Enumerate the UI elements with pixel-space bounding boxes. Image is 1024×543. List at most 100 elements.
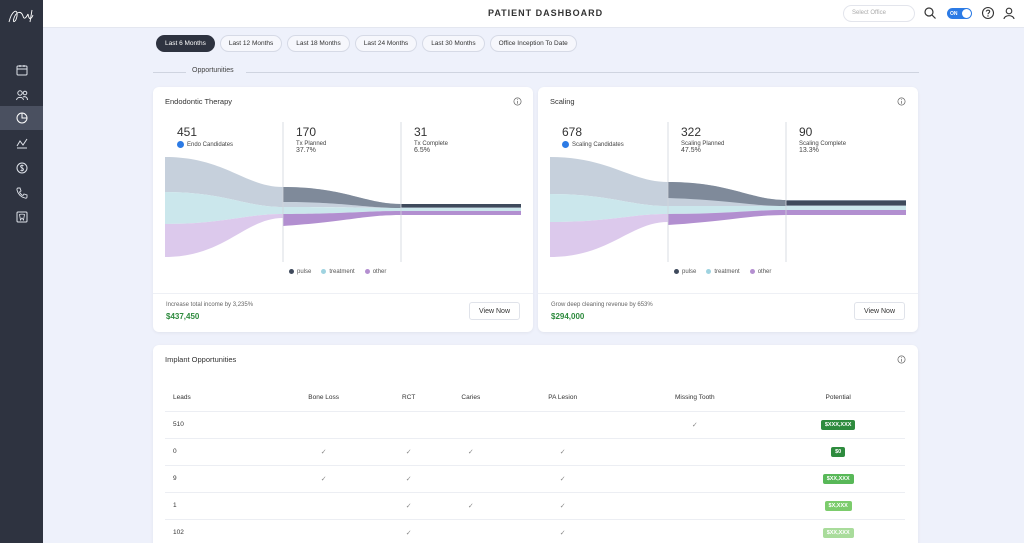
nav-analytics[interactable] bbox=[0, 131, 43, 155]
mode-toggle[interactable]: ON bbox=[947, 8, 972, 19]
legend-label: other bbox=[757, 269, 772, 276]
toggle-knob bbox=[962, 9, 971, 18]
column-header[interactable]: Leads bbox=[165, 385, 265, 412]
column-header[interactable]: Bone Loss bbox=[264, 385, 383, 412]
candidate-badge-icon bbox=[177, 141, 184, 148]
info-icon[interactable] bbox=[513, 97, 522, 106]
info-icon[interactable] bbox=[897, 355, 906, 364]
nav-calendar[interactable] bbox=[0, 58, 43, 82]
pie-chart-icon bbox=[16, 112, 27, 124]
candidates-stat: 451 Endo Candidates bbox=[177, 125, 233, 148]
potential-badge: $XXX,XXX bbox=[820, 419, 856, 430]
time-range-filters: Last 6 Months Last 12 Months Last 18 Mon… bbox=[156, 35, 577, 52]
nav-billing[interactable] bbox=[0, 156, 43, 180]
criteria-cell: ✓ bbox=[382, 438, 435, 466]
info-icon[interactable] bbox=[897, 97, 906, 106]
funnel-band-dark bbox=[550, 157, 906, 206]
filter-pill[interactable]: Last 24 Months bbox=[354, 35, 418, 52]
filter-pill[interactable]: Last 12 Months bbox=[219, 35, 283, 52]
stat-value: 170 bbox=[296, 125, 317, 139]
nav-calls[interactable] bbox=[0, 181, 43, 205]
column-header[interactable]: PA Lesion bbox=[507, 385, 619, 412]
potential-cell: $0 bbox=[771, 438, 905, 466]
funnel-band-purple-core bbox=[668, 210, 906, 225]
criteria-cell bbox=[382, 411, 435, 439]
check-icon: ✓ bbox=[405, 502, 412, 510]
legend-dot bbox=[289, 269, 294, 274]
legend-item: treatment bbox=[321, 269, 355, 275]
help-icon[interactable] bbox=[981, 6, 995, 20]
criteria-cell: ✓ bbox=[434, 438, 508, 466]
table-row[interactable]: 0 ✓ ✓ ✓ ✓ $0 bbox=[165, 438, 905, 466]
column-header[interactable]: RCT bbox=[382, 385, 435, 412]
potential-badge: $0 bbox=[831, 446, 846, 457]
table-header-row: Leads Bone Loss RCT Caries PA Lesion Mis… bbox=[165, 385, 905, 412]
planned-stat: 170 Tx Planned 37.7% bbox=[296, 125, 326, 154]
criteria-cell bbox=[434, 465, 508, 493]
column-header[interactable]: Missing Tooth bbox=[618, 385, 772, 412]
card-title: Scaling bbox=[550, 97, 575, 106]
criteria-cell: ✓ bbox=[382, 465, 435, 493]
criteria-cell: ✓ bbox=[618, 411, 772, 439]
revenue-amount: $294,000 bbox=[551, 312, 585, 321]
legend-label: pulse bbox=[682, 269, 697, 276]
stat-label: Scaling Candidates bbox=[562, 141, 624, 148]
user-icon[interactable] bbox=[1002, 6, 1016, 20]
filter-pill[interactable]: Office Inception To Date bbox=[489, 35, 577, 52]
legend-dot bbox=[749, 269, 755, 274]
filter-pill[interactable]: Last 18 Months bbox=[287, 35, 350, 52]
column-header[interactable]: Caries bbox=[434, 385, 508, 412]
criteria-cell: ✓ bbox=[507, 519, 619, 543]
column-header[interactable]: Potential bbox=[771, 385, 905, 412]
office-search-input[interactable]: Select Office bbox=[843, 5, 915, 22]
implant-table: Leads Bone Loss RCT Caries PA Lesion Mis… bbox=[165, 385, 905, 543]
check-icon: ✓ bbox=[405, 529, 412, 537]
check-icon: ✓ bbox=[405, 475, 412, 483]
stat-value: 451 bbox=[177, 125, 198, 139]
criteria-cell: ✓ bbox=[507, 492, 619, 520]
stat-label-text: Scaling Candidates bbox=[572, 142, 624, 149]
signature-logo[interactable] bbox=[6, 4, 38, 28]
card-footer-divider bbox=[538, 293, 918, 294]
legend-item: pulse bbox=[289, 269, 311, 275]
criteria-cell bbox=[618, 465, 772, 493]
view-now-button[interactable]: View Now bbox=[854, 302, 905, 320]
potential-cell: $XXX,XXX bbox=[771, 411, 905, 439]
complete-stat: 90 Scaling Complete 13.3% bbox=[799, 125, 846, 154]
check-icon: ✓ bbox=[559, 448, 566, 456]
card-title: Implant Opportunities bbox=[165, 355, 237, 364]
planned-stat: 322 Scaling Planned 47.5% bbox=[681, 125, 724, 154]
criteria-cell: ✓ bbox=[264, 465, 383, 493]
nav-treatment[interactable] bbox=[0, 205, 43, 229]
nav-patients[interactable] bbox=[0, 83, 43, 107]
stat-percent: 13.3% bbox=[799, 147, 819, 154]
filter-pill[interactable]: Last 30 Months bbox=[422, 35, 485, 52]
table-row[interactable]: 510 ✓ $XXX,XXX bbox=[165, 411, 905, 439]
stat-label: Tx Planned bbox=[296, 141, 327, 147]
stat-value: 678 bbox=[562, 125, 583, 139]
table-row[interactable]: 9 ✓ ✓ ✓ $XX,XXX bbox=[165, 465, 905, 493]
scaling-card: Scaling 678 Scaling Candidates 322 Scali… bbox=[538, 87, 918, 332]
filter-pill[interactable]: Last 6 Months bbox=[156, 35, 215, 52]
criteria-cell bbox=[264, 519, 383, 543]
criteria-cell: ✓ bbox=[264, 438, 383, 466]
endodontic-card: Endodontic Therapy 451 Endo Candidates 1… bbox=[153, 87, 533, 332]
calendar-icon bbox=[16, 65, 27, 76]
funnel-band-purple-core bbox=[283, 211, 521, 226]
table-row[interactable]: 102 ✓ ✓ $XX,XXX bbox=[165, 519, 905, 543]
check-icon: ✓ bbox=[405, 448, 412, 456]
potential-badge: $XX,XXX bbox=[822, 527, 854, 538]
check-icon: ✓ bbox=[320, 448, 327, 456]
criteria-cell bbox=[264, 492, 383, 520]
legend-dot bbox=[321, 269, 327, 274]
implant-table-body: 510 ✓ $XXX,XXX 0 ✓ ✓ ✓ ✓ $0 9 ✓ ✓ ✓ $XX,XXX 1 ✓ ✓ ✓ $X,XXX… bbox=[165, 411, 905, 543]
funnel-band-light bbox=[550, 194, 906, 222]
nav-dashboard[interactable] bbox=[0, 106, 43, 130]
funnel-tail-dark bbox=[786, 201, 906, 205]
search-icon[interactable] bbox=[923, 6, 937, 20]
view-now-button[interactable]: View Now bbox=[469, 302, 520, 320]
leads-cell: 0 bbox=[165, 438, 265, 466]
table-row[interactable]: 1 ✓ ✓ ✓ $X,XXX bbox=[165, 492, 905, 520]
leads-cell: 1 bbox=[165, 492, 265, 520]
chart-legend: pulse treatment other bbox=[289, 269, 386, 275]
